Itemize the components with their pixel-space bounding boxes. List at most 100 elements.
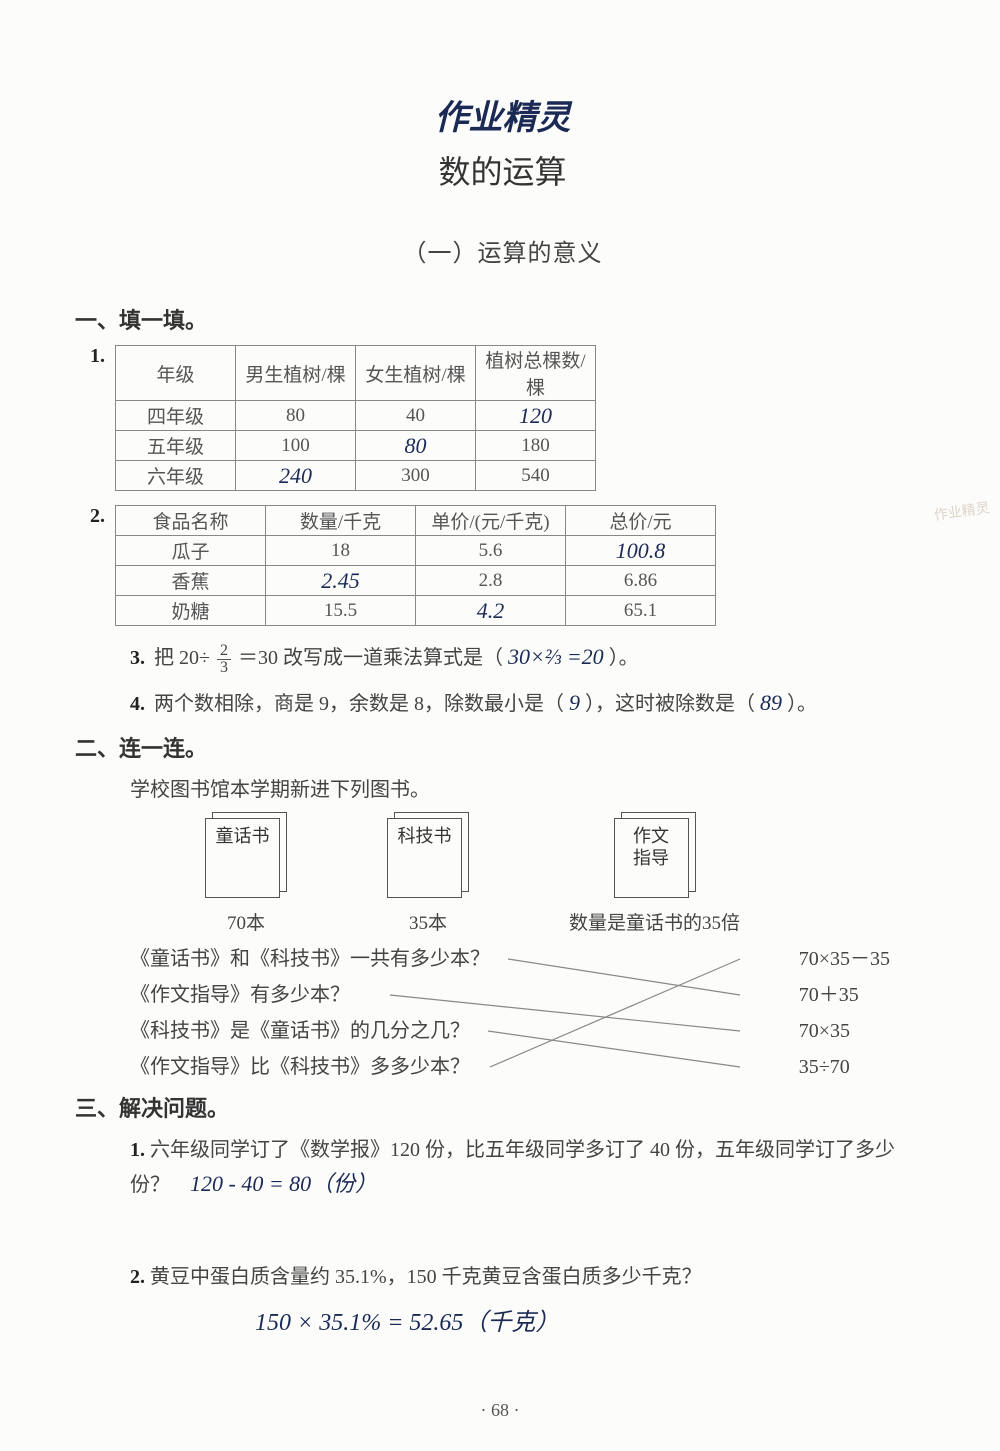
- book-1-count: 35本: [387, 908, 469, 935]
- section2-title: 二、连一连。: [75, 731, 930, 763]
- t2-r1c0: 香蕉: [116, 566, 266, 596]
- q4-hand1: 9: [569, 690, 580, 715]
- match-left-3: 《作文指导》比《科技书》多多少本？: [130, 1049, 490, 1085]
- t1-r1c2-hand: 80: [405, 433, 427, 458]
- q3-line: 3. 把 20÷ 2 3 ＝30 改写成一道乘法算式是（ 30×⅔ =20 ）。: [130, 640, 930, 676]
- header-title: 数的运算: [75, 147, 930, 193]
- match-line-2: [488, 1031, 740, 1067]
- q1-num: 1.: [75, 345, 115, 368]
- t1-r0c3: 120: [476, 401, 596, 431]
- t1-r1c3: 180: [476, 431, 596, 461]
- t1-h1: 男生植树/棵: [236, 346, 356, 401]
- t1-r1c2: 80: [356, 431, 476, 461]
- t2-r1c1-hand: 2.45: [321, 568, 360, 593]
- t2-r2c2-hand: 4.2: [477, 598, 505, 623]
- t1-r2c0: 六年级: [116, 461, 236, 491]
- t2-r0c1: 18: [266, 536, 416, 566]
- t2-r0c3-hand: 100.8: [616, 538, 666, 563]
- q3-frac-den: 3: [217, 660, 231, 676]
- t2-h1: 数量/千克: [266, 506, 416, 536]
- t1-r1c0: 五年级: [116, 431, 236, 461]
- match-line-3: [490, 959, 740, 1067]
- subheader: （一）运算的意义: [75, 233, 930, 268]
- book-2-count: 数量是童话书的35倍: [569, 908, 740, 935]
- wp1: 1. 六年级同学订了《数学报》120 份，比五年级同学多订了 40 份，五年级同…: [130, 1133, 930, 1202]
- books-row: 童话书 70本 科技书 35本 作文 指导 数量是童话书的35倍: [205, 812, 930, 935]
- t2-r1c3: 6.86: [566, 566, 716, 596]
- t1-h2: 女生植树/棵: [356, 346, 476, 401]
- t2-h2: 单价/(元/千克): [416, 506, 566, 536]
- match-left-0: 《童话书》和《科技书》一共有多少本？: [130, 941, 490, 977]
- section2-intro: 学校图书馆本学期新进下列图书。: [130, 773, 930, 802]
- t2-h0: 食品名称: [116, 506, 266, 536]
- book-2-shape: 作文 指导: [614, 812, 696, 902]
- header-handwritten: 作业精灵: [75, 90, 930, 139]
- q2-num: 2.: [75, 505, 115, 528]
- t1-r2c3: 540: [476, 461, 596, 491]
- t1-r0c2: 40: [356, 401, 476, 431]
- match-left-2: 《科技书》是《童话书》的几分之几？: [130, 1013, 490, 1049]
- t1-r2c1-hand: 240: [279, 463, 312, 488]
- t2-r0c0: 瓜子: [116, 536, 266, 566]
- table1-row-1: 五年级 100 80 180: [116, 431, 596, 461]
- table2: 食品名称 数量/千克 单价/(元/千克) 总价/元 瓜子 18 5.6 100.…: [115, 505, 716, 626]
- t1-r0c0: 四年级: [116, 401, 236, 431]
- book-0-count: 70本: [205, 908, 287, 935]
- match-left-1: 《作文指导》有多少本？: [130, 977, 490, 1013]
- t2-r1c2: 2.8: [416, 566, 566, 596]
- q3-mid: ＝30 改写成一道乘法算式是（: [238, 647, 503, 669]
- t2-h3: 总价/元: [566, 506, 716, 536]
- wp2-num: 2.: [130, 1266, 145, 1288]
- t1-r0c1: 80: [236, 401, 356, 431]
- table2-row-2: 奶糖 15.5 4.2 65.1: [116, 596, 716, 626]
- q3-hand: 30×⅔ =20: [508, 644, 604, 669]
- t2-r2c1: 15.5: [266, 596, 416, 626]
- q4-mid: ），这时被除数是（: [585, 693, 755, 715]
- book-2: 作文 指导 数量是童话书的35倍: [569, 812, 740, 935]
- q4-hand2: 89: [760, 690, 782, 715]
- wp1-num: 1.: [130, 1139, 145, 1161]
- t1-r1c1: 100: [236, 431, 356, 461]
- table1: 年级 男生植树/棵 女生植树/棵 植树总棵数/棵 四年级 80 40 120 五…: [115, 345, 596, 491]
- book-0-label: 童话书: [205, 818, 280, 898]
- match-left-col: 《童话书》和《科技书》一共有多少本？ 《作文指导》有多少本？ 《科技书》是《童话…: [130, 941, 490, 1085]
- t1-h0: 年级: [116, 346, 236, 401]
- t1-r2c1: 240: [236, 461, 356, 491]
- book-0-shape: 童话书: [205, 812, 287, 902]
- q4-post: ）。: [787, 693, 817, 715]
- wp2: 2. 黄豆中蛋白质含量约 35.1%，150 千克黄豆含蛋白质多少千克？: [130, 1260, 930, 1294]
- t2-r2c2: 4.2: [416, 596, 566, 626]
- wp1-hand: 120 - 40 = 80（份）: [190, 1171, 377, 1196]
- t1-r0c3-hand: 120: [519, 403, 552, 428]
- match-right-0: 70×35－35: [799, 941, 890, 977]
- match-block: 《童话书》和《科技书》一共有多少本？ 《作文指导》有多少本？ 《科技书》是《童话…: [130, 941, 930, 1091]
- table2-row-0: 瓜子 18 5.6 100.8: [116, 536, 716, 566]
- match-right-col: 70×35－35 70＋35 70×35 35÷70: [799, 941, 890, 1085]
- table2-header-row: 食品名称 数量/千克 单价/(元/千克) 总价/元: [116, 506, 716, 536]
- t2-r0c2: 5.6: [416, 536, 566, 566]
- watermark-stamp: 作业精灵: [933, 501, 991, 525]
- book-1: 科技书 35本: [387, 812, 469, 935]
- q3-pre: 把 20÷: [154, 647, 210, 669]
- page-number: · 68 ·: [0, 1400, 1000, 1421]
- t2-r2c0: 奶糖: [116, 596, 266, 626]
- t1-r2c2: 300: [356, 461, 476, 491]
- section3-title: 三、解决问题。: [75, 1091, 930, 1123]
- q3-frac-num: 2: [217, 643, 231, 660]
- t2-r2c3: 65.1: [566, 596, 716, 626]
- t2-r0c3: 100.8: [566, 536, 716, 566]
- table2-row-1: 香蕉 2.45 2.8 6.86: [116, 566, 716, 596]
- q3-num: 3.: [130, 647, 149, 669]
- table1-row-2: 六年级 240 300 540: [116, 461, 596, 491]
- wp2-hand: 150 × 35.1% = 52.65（千克）: [255, 1302, 930, 1337]
- q3-post: ）。: [609, 647, 639, 669]
- wp2-text: 黄豆中蛋白质含量约 35.1%，150 千克黄豆含蛋白质多少千克？: [150, 1266, 702, 1288]
- book-2-label: 作文 指导: [614, 818, 689, 898]
- book-1-label: 科技书: [387, 818, 462, 898]
- table1-row-0: 四年级 80 40 120: [116, 401, 596, 431]
- match-right-3: 35÷70: [799, 1049, 890, 1085]
- q1-row: 1. 年级 男生植树/棵 女生植树/棵 植树总棵数/棵 四年级 80 40 12…: [75, 345, 930, 499]
- q4-pre: 两个数相除，商是 9，余数是 8，除数最小是（: [154, 693, 564, 715]
- t2-r1c1: 2.45: [266, 566, 416, 596]
- table1-header-row: 年级 男生植树/棵 女生植树/棵 植树总棵数/棵: [116, 346, 596, 401]
